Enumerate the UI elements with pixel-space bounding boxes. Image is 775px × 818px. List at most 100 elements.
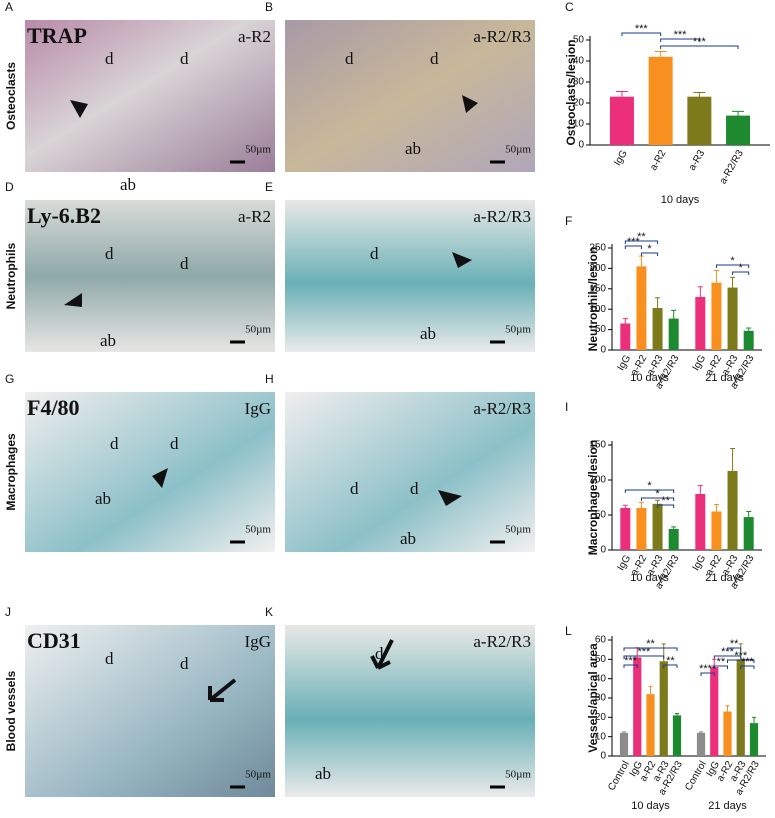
micrograph — [285, 200, 535, 352]
x-tick-label: Control — [683, 759, 709, 792]
scale-label: 50µm — [505, 769, 531, 781]
bar — [727, 470, 738, 550]
significance-label: *** — [734, 650, 748, 662]
arrow — [370, 639, 394, 670]
panel-letter: J — [5, 605, 11, 619]
significance-label: *** — [741, 656, 755, 668]
error-bar — [746, 327, 752, 331]
significance-label: ** — [717, 656, 726, 668]
y-tick-label: 30 — [595, 693, 607, 704]
tissue-label: d — [370, 244, 379, 263]
scale-label: 50µm — [505, 524, 531, 536]
tissue-label: d — [350, 479, 359, 498]
error-bar — [638, 501, 644, 508]
tissue-label: d — [180, 254, 189, 273]
arrowhead — [452, 252, 472, 268]
x-axis-label: 10 days — [661, 194, 700, 206]
y-tick-label: 0 — [578, 140, 584, 151]
row-label: Osteoclasts — [4, 62, 18, 130]
significance-bracket — [732, 271, 750, 275]
error-bar — [654, 51, 667, 57]
group-label: a-R2/R3 — [473, 399, 531, 418]
scale-label: 50µm — [245, 324, 271, 336]
significance-label: * — [738, 262, 743, 274]
group-label: a-R2/R3 — [473, 27, 531, 46]
micrograph — [285, 625, 535, 797]
y-tick-label: 60 — [595, 635, 607, 646]
significance-bracket — [700, 672, 715, 676]
scale-label: 50µm — [245, 144, 271, 156]
error-bar — [730, 276, 736, 288]
x-axis-label: 21 days — [708, 800, 747, 812]
significance-label: ** — [666, 655, 675, 667]
arrowhead — [438, 490, 462, 506]
y-tick-label: 100 — [589, 475, 606, 486]
significance-bracket — [727, 647, 742, 651]
x-tick-label: IgG — [612, 148, 630, 168]
error-bar — [615, 90, 628, 97]
tissue-label: ab — [100, 331, 116, 350]
panel-letter: A — [5, 0, 13, 14]
y-tick-label: 250 — [589, 243, 606, 254]
arrow — [208, 678, 237, 702]
error-bar — [655, 499, 661, 504]
significance-label: **** — [699, 663, 717, 675]
bar — [619, 732, 629, 756]
significance-label: *** — [637, 646, 651, 658]
bar — [695, 296, 706, 350]
error-bar — [693, 92, 706, 97]
row-label: Blood vessels — [4, 670, 18, 751]
row-label: Macrophages — [4, 433, 18, 511]
tissue-label: d — [105, 649, 114, 668]
error-bar — [732, 110, 745, 116]
scale-label: 50µm — [245, 524, 271, 536]
micrograph — [25, 625, 275, 797]
tissue-label: d — [180, 654, 189, 673]
error-bar — [746, 511, 752, 518]
y-tick-label: 150 — [589, 440, 606, 451]
y-tick-label: 150 — [589, 283, 606, 294]
y-tick-label: 10 — [573, 119, 585, 130]
group-label: a-R2 — [238, 27, 271, 46]
bar — [672, 715, 682, 756]
bar — [646, 694, 655, 756]
significance-label: ** — [730, 638, 739, 650]
significance-label: ** — [661, 495, 670, 507]
y-tick-label: 50 — [595, 324, 607, 335]
y-tick-label: 100 — [589, 304, 606, 315]
significance-bracket — [715, 264, 750, 268]
bar — [743, 517, 754, 550]
group-label: IgG — [245, 399, 271, 418]
error-bar — [655, 297, 661, 308]
chart-letter: I — [565, 400, 568, 414]
bar — [668, 318, 679, 350]
panel-letter: B — [265, 0, 273, 14]
tissue-label: ab — [420, 324, 436, 343]
x-axis-label: 21 days — [705, 372, 744, 384]
significance-bracket — [640, 497, 675, 501]
bar — [668, 529, 679, 550]
bar — [620, 323, 631, 350]
bar — [727, 287, 738, 350]
error-bar — [648, 685, 653, 695]
bar — [652, 503, 663, 550]
error-bar — [751, 716, 757, 724]
tissue-label: ab — [95, 489, 111, 508]
panel-letter: H — [265, 372, 274, 386]
significance-label: *** — [693, 36, 707, 48]
bar — [711, 511, 722, 550]
significance-bracket — [624, 245, 642, 249]
significance-bracket — [623, 647, 678, 651]
row-label: Neutrophils — [4, 242, 18, 309]
chart-letter: C — [565, 0, 574, 14]
group-label: a-R2/R3 — [473, 207, 531, 226]
bar — [711, 282, 722, 350]
arrowhead — [152, 468, 168, 488]
tissue-label: ab — [400, 529, 416, 548]
stain-label: CD31 — [27, 628, 81, 653]
error-bar — [713, 504, 719, 512]
panel-letter: E — [265, 180, 273, 194]
significance-label: *** — [627, 236, 641, 248]
y-axis-label: Neutrophils/lesion — [586, 247, 600, 352]
micrograph — [25, 200, 275, 352]
